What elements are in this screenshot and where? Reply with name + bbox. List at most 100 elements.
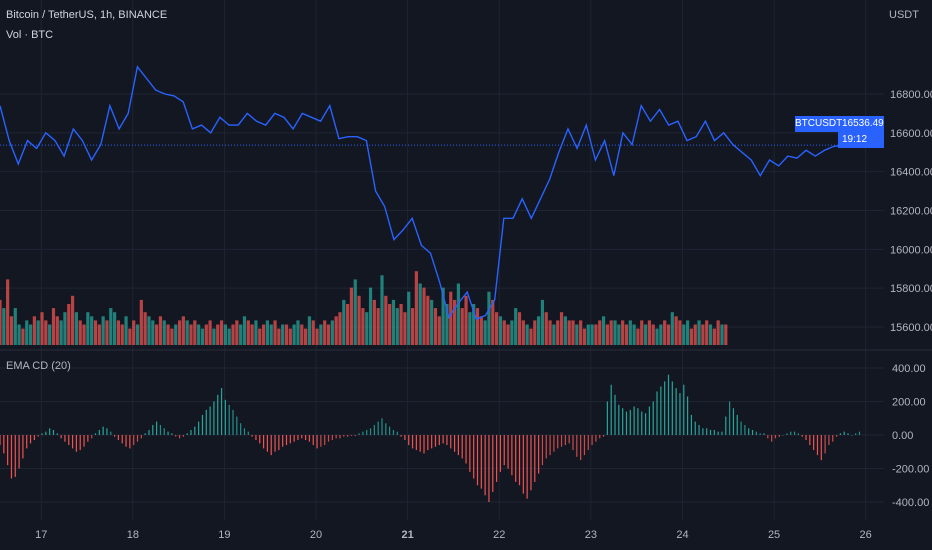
ema-cd-bar	[690, 414, 693, 435]
ema-cd-bar	[339, 435, 341, 439]
symbol-title[interactable]: Bitcoin / TetherUS, 1h, BINANCE	[6, 9, 168, 21]
volume-bar	[242, 316, 247, 345]
ema-cd-bar	[495, 435, 498, 482]
ema-cd-bar	[354, 435, 356, 436]
volume-bar	[475, 308, 480, 345]
ema-cd-bar	[572, 435, 574, 451]
volume-bar	[430, 299, 434, 345]
indicator-axis[interactable]: 400.00 200.00 0.00 -200.00 -400.00	[892, 363, 929, 509]
volume-bar	[494, 312, 499, 345]
ema-cd-bar	[293, 435, 295, 442]
ema-cd-bar	[159, 424, 162, 435]
volume-bar	[697, 320, 701, 345]
volume-bar	[720, 324, 724, 345]
ema-cd-bar	[304, 435, 307, 441]
ema-cd-bar	[476, 435, 479, 486]
ema-cd-bar	[442, 435, 444, 444]
volume-bar	[624, 324, 629, 345]
volume-bar	[105, 320, 109, 345]
ema-cd-bar	[22, 435, 24, 459]
ema-cd-histogram	[0, 374, 861, 502]
volume-bar	[598, 320, 602, 345]
price-axis[interactable]: 16800.00 16600.00 16400.00 16200.00 16000.00…	[890, 89, 932, 334]
volume-bar	[212, 328, 216, 345]
volume-bar	[582, 328, 587, 345]
volume-bar	[223, 324, 227, 345]
ema-cd-bar	[683, 384, 685, 435]
volume-bar	[281, 324, 285, 345]
volume-bar	[55, 316, 59, 345]
volume-bar	[460, 308, 464, 345]
volume-bar	[120, 324, 124, 345]
volume-bar	[174, 324, 178, 345]
volume-bar	[219, 320, 224, 345]
volume-bar	[674, 316, 678, 345]
indicator-label[interactable]: EMA CD (20)	[6, 360, 71, 372]
volume-bar	[70, 295, 75, 345]
price-tag: BTCUSDT 16536.49 19:12	[795, 116, 884, 148]
volume-bar	[540, 299, 545, 345]
ema-cd-bar	[839, 433, 841, 435]
ema-cd-bar	[679, 393, 681, 435]
time-axis[interactable]: 17 18 19 20 21 22 23 24 25 26	[35, 529, 872, 541]
volume-bar	[135, 324, 140, 345]
volume-bar	[334, 316, 338, 345]
ema-cd-bar	[79, 435, 81, 451]
volume-bar	[388, 304, 392, 345]
volume-bar	[147, 316, 151, 345]
volume-legend-label[interactable]: Vol · BTC	[6, 29, 54, 41]
volume-bar	[177, 320, 182, 345]
volume-bar	[204, 324, 208, 345]
volume-bar	[162, 320, 166, 345]
volume-bar	[6, 279, 10, 345]
ema-cd-bar	[152, 424, 154, 435]
ema-cd-bar	[851, 435, 853, 436]
volume-bar	[28, 324, 33, 345]
ema-cd-bar	[427, 435, 429, 451]
ema-cd-bar	[656, 391, 658, 435]
volume-bar	[682, 324, 686, 345]
ema-cd-bar	[515, 435, 517, 482]
ema-cd-bar	[847, 433, 849, 435]
ema-cd-bar	[729, 401, 731, 435]
price-tag-countdown: 19:12	[842, 134, 868, 145]
volume-bar	[380, 275, 384, 345]
ema-cd-bar	[224, 399, 226, 435]
ema-cd-bar	[446, 435, 448, 446]
volume-bar	[208, 320, 212, 345]
volume-bar	[544, 312, 548, 345]
ema-cd-bar	[347, 435, 349, 437]
ema-cd-bar	[144, 433, 146, 435]
volume-bar	[48, 324, 52, 345]
ema-cd-bar	[622, 408, 624, 435]
ema-cd-bar	[644, 413, 647, 435]
ema-cd-bar	[37, 435, 39, 437]
ema-cd-bar	[396, 431, 398, 435]
volume-bar	[399, 304, 403, 345]
ema-cd-bar	[408, 435, 410, 446]
volume-bar	[284, 324, 289, 345]
price-tick-label: 16400.00	[890, 167, 932, 179]
volume-bar	[552, 324, 556, 345]
volume-bar	[403, 312, 407, 345]
volume-bar	[250, 324, 254, 345]
ema-cd-bar	[377, 421, 379, 435]
volume-bar	[235, 320, 239, 345]
volume-bar	[685, 320, 690, 345]
volume-bar	[491, 299, 495, 345]
ema-cd-bar	[198, 421, 200, 435]
volume-bar	[708, 324, 713, 345]
volume-bar	[112, 312, 117, 345]
ema-cd-bar	[736, 414, 738, 435]
volume-bar	[357, 295, 361, 345]
volume-bar	[705, 320, 709, 345]
volume-bar	[330, 320, 334, 345]
ema-cd-bar	[511, 435, 513, 476]
ema-cd-bar	[121, 435, 123, 444]
ema-cd-bar	[431, 435, 433, 449]
volume-bar	[483, 320, 487, 345]
volume-bar	[647, 320, 651, 345]
ema-cd-bar	[828, 435, 830, 446]
volume-bar	[640, 320, 644, 345]
